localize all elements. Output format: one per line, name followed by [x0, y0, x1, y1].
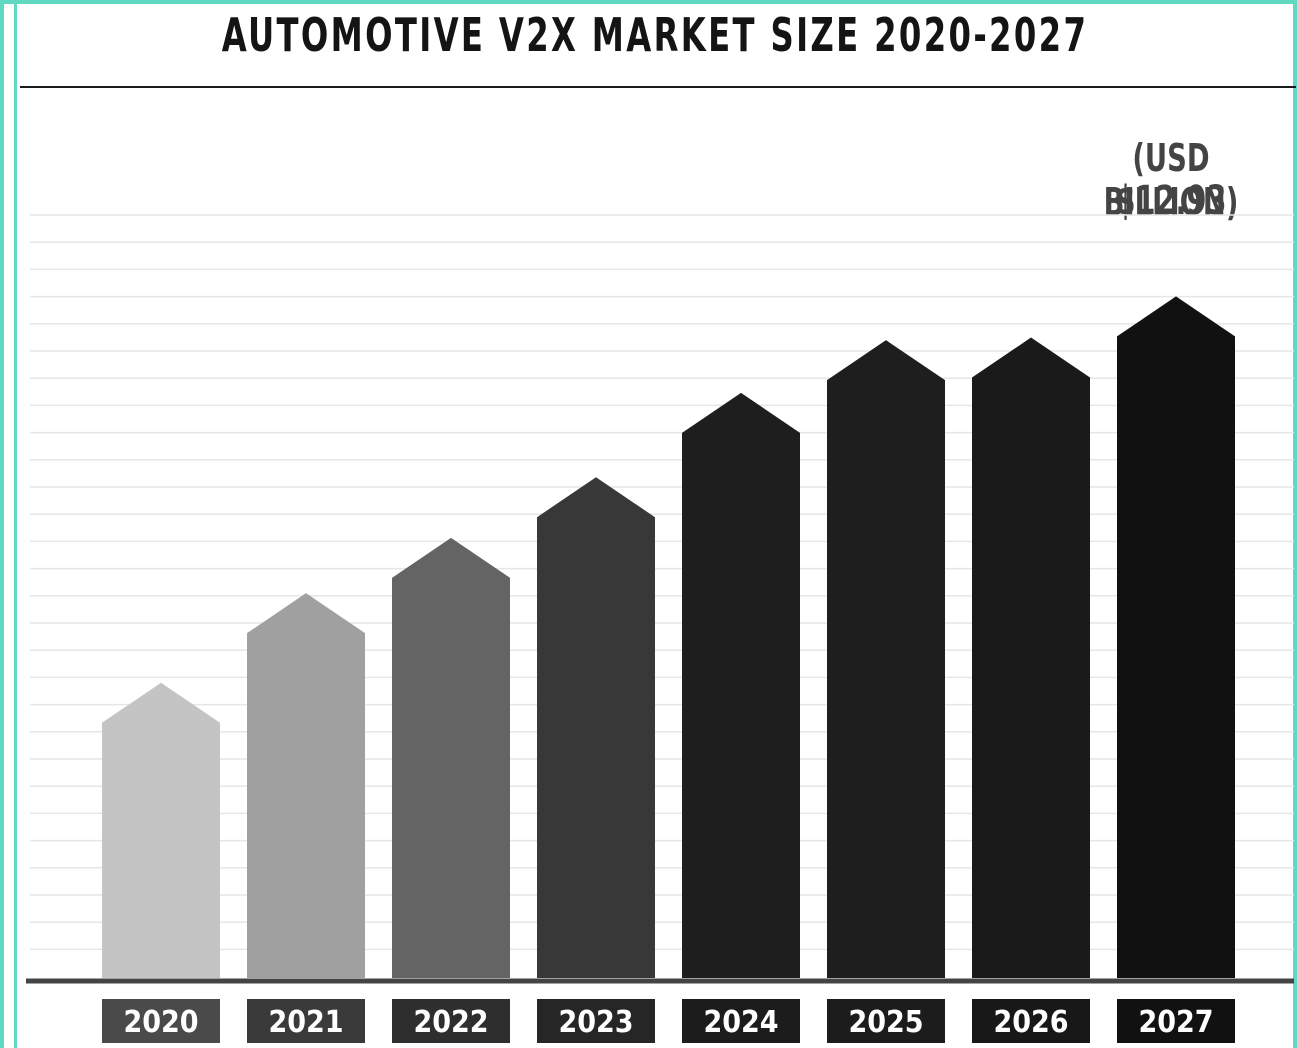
year-label-2024: 2024 [703, 1005, 778, 1040]
unit-label: (USD BILLION) [1103, 136, 1239, 224]
title-divider [20, 86, 1296, 88]
bar-2023 [537, 477, 655, 978]
year-label-box-2020 [102, 999, 220, 1043]
bar-2027 [1117, 296, 1235, 978]
year-label-box-2027 [1117, 999, 1235, 1043]
year-label-2026: 2026 [993, 1005, 1068, 1040]
year-label-box-2021 [247, 999, 365, 1043]
last-value-label: $12.93 [1115, 178, 1227, 224]
bars [102, 296, 1235, 979]
bar-2025 [827, 340, 945, 979]
year-label-box-2024 [682, 999, 800, 1043]
frame-accent-line [14, 0, 17, 1048]
year-label-2027: 2027 [1138, 1005, 1213, 1040]
chart-title: AUTOMOTIVE V2X MARKET SIZE 2020-2027 [221, 8, 1089, 62]
bar-2024 [682, 392, 800, 978]
bar-2026 [972, 337, 1090, 978]
year-label-2020: 2020 [123, 1005, 198, 1040]
year-label-box-2025 [827, 999, 945, 1043]
year-label-2025: 2025 [848, 1005, 923, 1040]
year-label-2022: 2022 [413, 1005, 488, 1040]
year-label-2021: 2021 [268, 1005, 343, 1040]
year-labels: 2020 2021 2022 2023 2024 2025 2026 2027 [102, 999, 1235, 1043]
year-label-box-2023 [537, 999, 655, 1043]
bar-2021 [247, 593, 365, 978]
bar-2022 [392, 537, 510, 978]
year-label-2023: 2023 [558, 1005, 633, 1040]
bar-2020 [102, 682, 220, 978]
year-label-box-2022 [392, 999, 510, 1043]
year-label-box-2026 [972, 999, 1090, 1043]
